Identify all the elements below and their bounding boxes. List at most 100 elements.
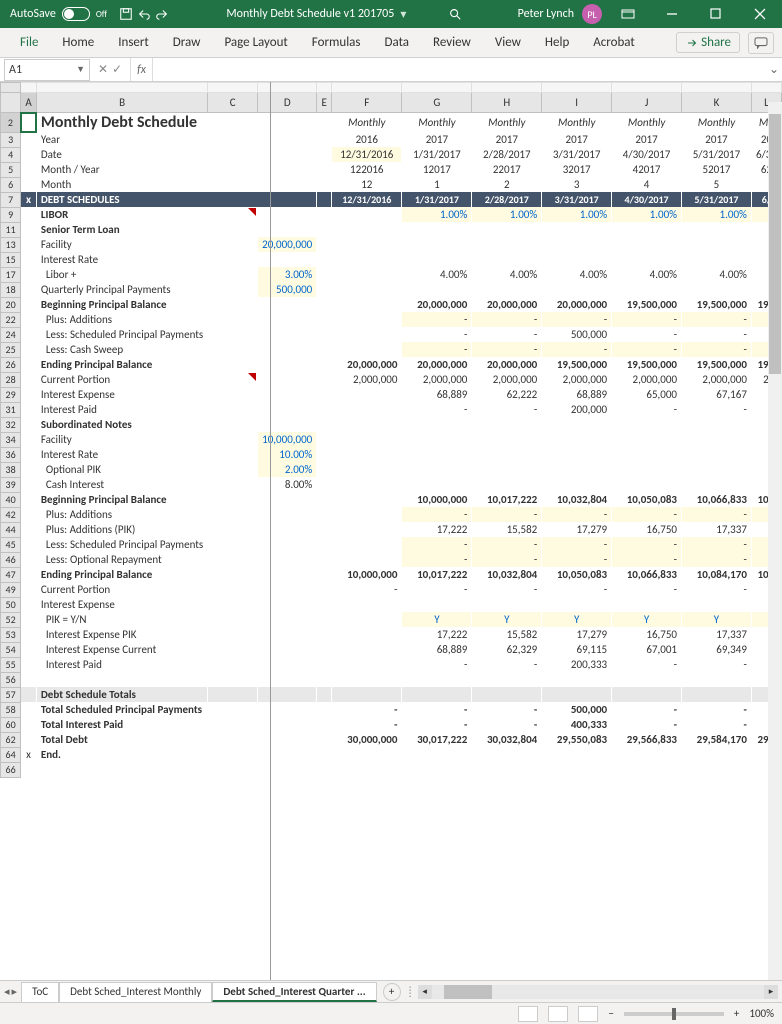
cell[interactable] (21, 717, 37, 732)
cell[interactable] (21, 657, 37, 672)
cell[interactable] (208, 402, 258, 417)
maximize-icon[interactable] (698, 0, 734, 28)
cell[interactable] (402, 747, 472, 762)
cell[interactable]: - (612, 582, 682, 597)
cell[interactable] (258, 492, 317, 507)
cell[interactable]: - (682, 342, 752, 357)
cell[interactable] (21, 252, 37, 267)
cell[interactable] (21, 417, 37, 432)
cell[interactable]: Month / Year (36, 162, 207, 177)
cell[interactable] (258, 312, 317, 327)
cell[interactable]: DEBT SCHEDULES (36, 192, 316, 207)
cell[interactable]: 29,584,170 (682, 732, 752, 747)
cell[interactable] (542, 417, 612, 432)
cell[interactable] (258, 762, 317, 777)
column-header[interactable]: I (542, 93, 612, 113)
cell[interactable]: 4/30/2017 (612, 147, 682, 162)
cell[interactable]: Total Scheduled Principal Payments (36, 702, 207, 717)
cell[interactable]: Total Debt (36, 732, 207, 747)
cell[interactable] (258, 132, 317, 147)
cell[interactable] (21, 672, 37, 687)
cell[interactable]: 3 (542, 177, 612, 192)
cell[interactable]: 2017 (612, 132, 682, 147)
cell[interactable]: Total Interest Paid (36, 717, 207, 732)
column-header[interactable]: C (208, 93, 258, 113)
zoom-in-icon[interactable]: + (734, 1007, 739, 1020)
cell[interactable]: 20,000,000 (472, 357, 542, 372)
cell[interactable]: 29,566,833 (612, 732, 682, 747)
column-header[interactable]: K (682, 93, 752, 113)
share-button[interactable]: Share (676, 32, 740, 53)
cell[interactable] (402, 282, 472, 297)
cell[interactable] (317, 372, 332, 387)
cell[interactable] (332, 537, 402, 552)
cell[interactable]: 2,000,000 (402, 372, 472, 387)
cell[interactable] (21, 222, 37, 237)
row-header[interactable]: 42 (1, 507, 21, 522)
cell[interactable]: 10.00% (258, 447, 317, 462)
cell[interactable]: 17,279 (542, 627, 612, 642)
cell[interactable] (472, 222, 542, 237)
cell[interactable] (258, 627, 317, 642)
cell[interactable] (317, 237, 332, 252)
cell[interactable] (21, 372, 37, 387)
cell[interactable] (317, 297, 332, 312)
cell[interactable]: 17,222 (402, 522, 472, 537)
cell[interactable] (258, 567, 317, 582)
cell[interactable] (682, 417, 752, 432)
sheet-tab[interactable]: ToC (21, 982, 59, 1002)
row-header[interactable]: 17 (1, 267, 21, 282)
cell[interactable]: 68,889 (402, 387, 472, 402)
cell[interactable]: Beginning Principal Balance (36, 297, 207, 312)
cell[interactable]: Plus: Additions (PIK) (36, 522, 207, 537)
cell[interactable] (258, 507, 317, 522)
cell[interactable]: 30,032,804 (472, 732, 542, 747)
autosave-toggle[interactable]: AutoSave Off (10, 7, 107, 21)
cell[interactable] (542, 432, 612, 447)
cell[interactable]: Year (36, 132, 207, 147)
cell[interactable] (332, 687, 402, 702)
cell[interactable] (21, 477, 37, 492)
cell[interactable] (472, 762, 542, 777)
cell[interactable] (317, 672, 332, 687)
cell[interactable]: 52017 (682, 162, 752, 177)
row-header[interactable]: 2 (1, 113, 21, 133)
cell[interactable] (21, 702, 37, 717)
cell[interactable] (317, 252, 332, 267)
cell[interactable]: 122016 (332, 162, 402, 177)
view-break-icon[interactable] (578, 1006, 598, 1022)
cell[interactable]: 10,000,000 (402, 492, 472, 507)
cell[interactable] (472, 282, 542, 297)
cell[interactable]: 32017 (542, 162, 612, 177)
cell[interactable]: 20,000,000 (402, 297, 472, 312)
cell[interactable] (21, 342, 37, 357)
cell[interactable] (612, 432, 682, 447)
cell[interactable] (332, 267, 402, 282)
cell[interactable] (332, 237, 402, 252)
cell[interactable] (612, 597, 682, 612)
redo-icon[interactable] (153, 5, 171, 23)
cell[interactable]: - (612, 312, 682, 327)
cell[interactable]: - (542, 312, 612, 327)
cell[interactable]: 2,000,000 (682, 372, 752, 387)
cell[interactable] (258, 327, 317, 342)
cell[interactable] (21, 177, 37, 192)
cell[interactable] (332, 282, 402, 297)
cell[interactable] (332, 327, 402, 342)
autosave-switch[interactable] (62, 7, 90, 21)
user-name[interactable]: Peter Lynch (518, 7, 574, 21)
cell[interactable]: Quarterly Principal Payments (36, 282, 207, 297)
cell[interactable]: - (402, 402, 472, 417)
cell[interactable] (542, 597, 612, 612)
cell[interactable] (21, 447, 37, 462)
cell[interactable] (258, 597, 317, 612)
cell[interactable] (317, 357, 332, 372)
cell[interactable] (332, 597, 402, 612)
cell[interactable] (317, 447, 332, 462)
cell[interactable] (21, 612, 37, 627)
cell[interactable]: Interest Expense Current (36, 642, 207, 657)
cell[interactable]: 16,750 (612, 522, 682, 537)
cell[interactable] (542, 477, 612, 492)
cell[interactable] (682, 252, 752, 267)
cell[interactable]: 4.00% (542, 267, 612, 282)
